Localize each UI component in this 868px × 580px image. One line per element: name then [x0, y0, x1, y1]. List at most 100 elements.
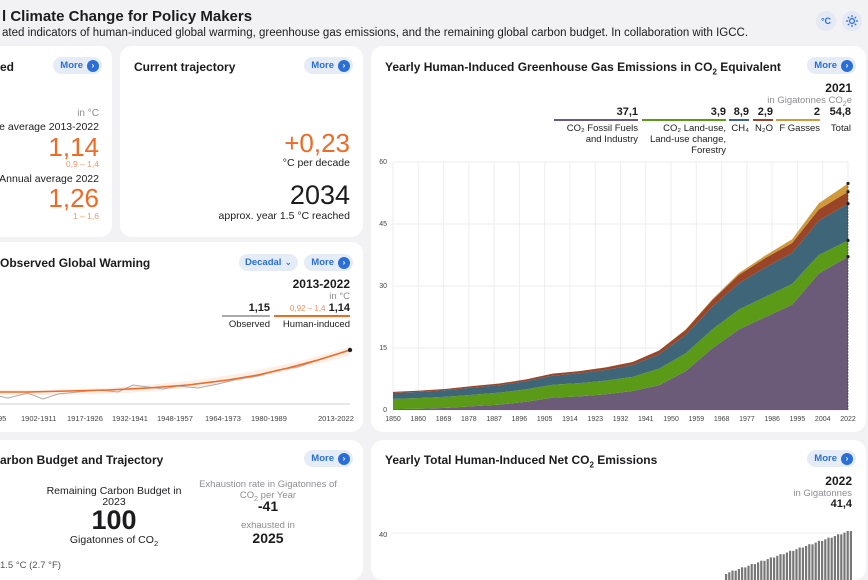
y-tick: 60 — [379, 159, 387, 166]
more-button[interactable]: More› — [304, 254, 353, 271]
more-button[interactable]: More› — [807, 450, 856, 467]
card-title: Current trajectory — [134, 60, 235, 74]
card-title: Yearly Human-Induced Greenhouse Gas Emis… — [385, 60, 781, 76]
bar — [728, 572, 730, 580]
x-tick: 1850 — [385, 416, 401, 423]
value-label: 41,4 — [831, 498, 852, 510]
bar — [818, 541, 820, 580]
bar — [776, 556, 778, 580]
chevron-right-icon: › — [841, 453, 853, 465]
x-tick: 1968 — [714, 416, 730, 423]
chevron-right-icon: › — [338, 60, 350, 72]
remaining-budget-value: 100 — [40, 505, 188, 536]
latest-point — [846, 190, 849, 193]
bar — [779, 554, 781, 580]
more-button[interactable]: More› — [807, 57, 856, 74]
bar — [731, 571, 733, 580]
x-tick: 1887 — [486, 416, 502, 423]
more-button[interactable]: More› — [304, 450, 353, 467]
x-tick: 1896 — [512, 416, 528, 423]
chevron-right-icon: › — [338, 257, 350, 269]
human-induced-legend: 0,92 – 1,4 1,14 Human-induced — [274, 302, 350, 330]
ghg-emissions-card: Yearly Human-Induced Greenhouse Gas Emis… — [371, 46, 866, 432]
chevron-down-icon: ⌄ — [284, 257, 292, 268]
more-button[interactable]: More› — [53, 57, 102, 74]
global-warming-card: ed More› in °C e average 2013-2022 1,14 … — [0, 46, 112, 237]
card-title: ed — [0, 60, 14, 74]
observed-legend: 1,15 Observed — [222, 302, 270, 330]
sun-icon — [846, 15, 858, 27]
bar — [735, 571, 737, 580]
card-title: Observed Global Warming — [0, 256, 150, 270]
y-tick: 15 — [379, 345, 387, 352]
bar — [837, 534, 839, 580]
chevron-right-icon: › — [841, 60, 853, 72]
bar — [824, 539, 826, 580]
bar — [757, 562, 759, 580]
remaining-budget-unit: Gigatonnes of CO2 — [40, 534, 188, 548]
x-tick: 1860 — [410, 416, 426, 423]
observed-warming-card: Observed Global Warming Decadal⌄ More› 2… — [0, 242, 363, 432]
x-tick: 1964-1973 — [205, 414, 241, 423]
human-induced-line — [0, 350, 350, 392]
bar — [843, 533, 845, 580]
x-tick: 95 — [0, 414, 6, 423]
year-reached-value: 2034 — [290, 180, 350, 211]
bar — [783, 554, 785, 580]
x-tick: 1932-1941 — [112, 414, 148, 423]
bar — [802, 548, 804, 580]
x-tick: 1980-1989 — [251, 414, 287, 423]
bar — [805, 546, 807, 580]
x-tick: 1995 — [790, 416, 806, 423]
bar — [767, 559, 769, 580]
latest-point — [846, 202, 849, 205]
chevron-right-icon: › — [338, 453, 350, 465]
bar — [840, 534, 842, 580]
bar — [834, 536, 836, 580]
theme-toggle-button[interactable] — [842, 11, 862, 31]
x-tick: 1917-1926 — [67, 414, 103, 423]
carbon-budget-card: arbon Budget and Trajectory More› Remain… — [0, 440, 363, 580]
y-tick: 0 — [383, 407, 387, 414]
x-tick: 1923 — [587, 416, 603, 423]
bar — [773, 558, 775, 580]
bar — [799, 548, 801, 580]
bar — [741, 567, 743, 580]
year-label: 2022 — [825, 474, 852, 488]
uncertainty-band — [0, 347, 350, 395]
decade-range: 0,9 – 1,4 — [66, 159, 99, 169]
unit-label: in °C — [77, 108, 99, 119]
latest-point — [846, 239, 849, 242]
annual-value: 1,26 — [48, 183, 99, 214]
year-reached-label: approx. year 1.5 °C reached — [219, 210, 350, 222]
more-button[interactable]: More› — [304, 57, 353, 74]
bar — [821, 541, 823, 580]
bar — [795, 549, 797, 580]
latest-point — [348, 348, 352, 352]
bar — [754, 564, 756, 580]
bar — [831, 538, 833, 580]
bar — [789, 551, 791, 580]
bar — [815, 543, 817, 580]
bar — [751, 564, 753, 580]
bar — [847, 531, 849, 580]
bar — [808, 544, 810, 580]
exhaustion-rate-value: -41 — [198, 498, 338, 514]
x-tick: 2013-2022 — [318, 414, 354, 423]
unit-label: in °C — [329, 291, 350, 302]
period-dropdown[interactable]: Decadal⌄ — [239, 254, 298, 271]
latest-point — [846, 255, 849, 258]
warming-rate-unit: °C per decade — [283, 157, 350, 169]
x-tick: 2022 — [840, 416, 856, 423]
bar — [738, 569, 740, 580]
x-tick: 1948-1957 — [157, 414, 193, 423]
y-tick: 45 — [379, 221, 387, 228]
unit-toggle-button[interactable]: °C — [816, 11, 836, 31]
x-tick: 1914 — [562, 416, 578, 423]
period-label: 2013-2022 — [293, 277, 350, 291]
latest-point — [846, 182, 849, 185]
